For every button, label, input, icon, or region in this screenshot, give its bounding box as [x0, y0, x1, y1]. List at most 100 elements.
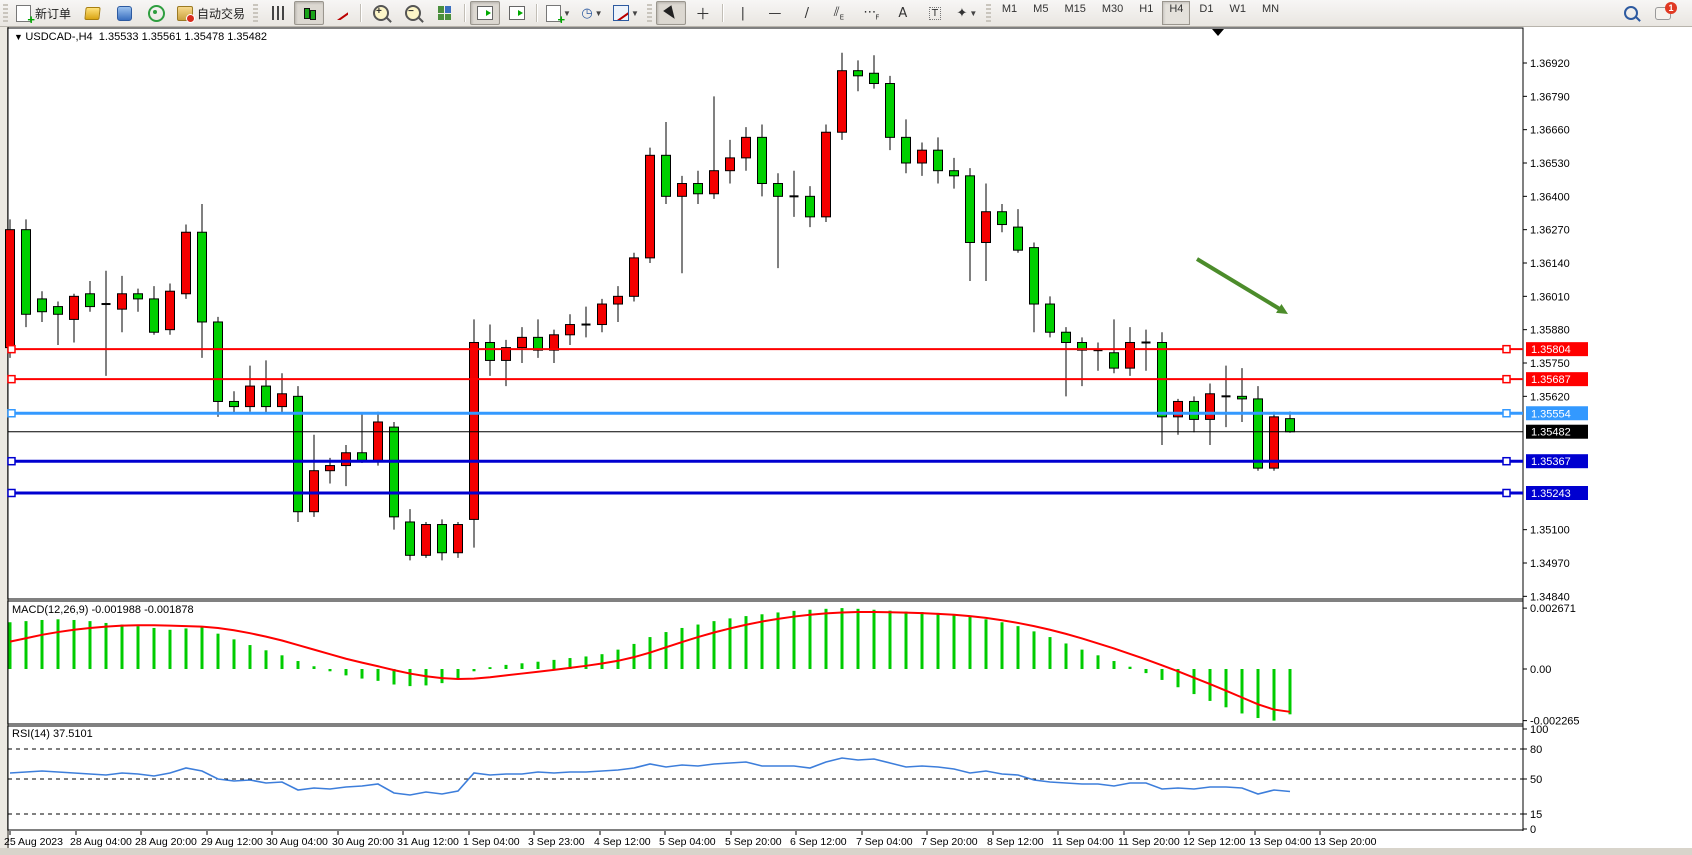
- macd-signal-line: [9, 611, 1291, 713]
- line-handle[interactable]: [7, 456, 16, 466]
- text-icon: A: [898, 5, 908, 21]
- candle: [549, 334, 559, 351]
- price-label-text: 1.35243: [1531, 488, 1571, 500]
- candle: [1205, 393, 1215, 420]
- chart-window[interactable]: 1.36920 1.36790 1.36660 1.36530 1.36400 1.362…: [0, 27, 1692, 848]
- line-chart-button[interactable]: [326, 1, 356, 25]
- line-handle[interactable]: [1502, 374, 1511, 384]
- candle: [917, 149, 927, 164]
- indicators-button[interactable]: ▼: [542, 1, 575, 27]
- fibonacci-icon: ⋯F: [863, 4, 879, 22]
- text-label-button[interactable]: T: [920, 1, 950, 25]
- candle: [165, 290, 175, 331]
- auto-scroll-button[interactable]: [470, 1, 501, 25]
- candle: [357, 452, 367, 461]
- new-order-button[interactable]: 新订单: [12, 1, 75, 27]
- template-icon: [612, 5, 629, 21]
- fibonacci-button[interactable]: ⋯F: [856, 1, 886, 25]
- time-tick-label: 13 Sep 20:00: [1314, 836, 1377, 848]
- tab-timeframe-M15[interactable]: M15: [1064, 3, 1086, 15]
- metaeditor-button[interactable]: [77, 1, 107, 25]
- candle: [805, 195, 815, 218]
- rsi-tick-label: 15: [1530, 809, 1542, 821]
- horizontal-line-button[interactable]: —: [760, 1, 790, 25]
- line-handle[interactable]: [1502, 344, 1511, 354]
- candle: [613, 295, 623, 305]
- toolbar-drag-handle[interactable]: [985, 4, 991, 22]
- chart-shift-button[interactable]: [502, 1, 532, 25]
- cursor-button[interactable]: [655, 1, 686, 25]
- candle: [421, 524, 431, 556]
- candle: [5, 229, 15, 349]
- tab-timeframe-H4[interactable]: H4: [1162, 1, 1191, 25]
- timeframe-bar: M1 M5 M15 M30 H1 H4 D1 W1 MN: [994, 1, 1287, 25]
- tab-timeframe-M5[interactable]: M5: [1033, 3, 1049, 15]
- auto-trading-button[interactable]: 自动交易: [173, 1, 249, 25]
- line-handle[interactable]: [7, 409, 16, 418]
- candle: [213, 321, 223, 402]
- tab-timeframe-MN[interactable]: MN: [1261, 3, 1280, 15]
- line-handle[interactable]: [7, 374, 16, 384]
- line-handle[interactable]: [7, 488, 16, 498]
- chart-shift-marker[interactable]: [1212, 29, 1224, 36]
- channel-icon: ⫽E: [833, 4, 844, 22]
- chart-canvas[interactable]: 1.36920 1.36790 1.36660 1.36530 1.36400 1.362…: [0, 27, 1692, 848]
- time-tick-label: 31 Aug 12:00: [397, 836, 459, 848]
- toolbar-drag-handle[interactable]: [646, 4, 652, 22]
- candle: [469, 341, 479, 520]
- auto-trading-label: 自动交易: [197, 6, 246, 21]
- candle: [1125, 341, 1135, 369]
- notification-badge: 1: [1665, 1, 1677, 14]
- editor-icon: [83, 6, 101, 20]
- rsi-tick-label: 0: [1530, 824, 1536, 836]
- macd-tick-label: 0.002671: [1530, 603, 1576, 615]
- time-tick-label: 7 Sep 20:00: [921, 836, 978, 848]
- candlestick-chart-button[interactable]: [294, 1, 325, 25]
- bar-chart-icon: [270, 6, 285, 20]
- zoom-in-button[interactable]: +: [366, 1, 396, 25]
- tab-timeframe-D1[interactable]: D1: [1199, 3, 1214, 15]
- hline-icon: —: [768, 5, 782, 21]
- strategy-tester-button[interactable]: [141, 1, 171, 25]
- tab-timeframe-M1[interactable]: M1: [1001, 3, 1018, 15]
- tab-timeframe-M30[interactable]: M30: [1101, 3, 1124, 15]
- candle: [309, 470, 319, 513]
- candle: [1045, 303, 1055, 333]
- arrow-annotation-shaft[interactable]: [1195, 257, 1284, 313]
- periods-button[interactable]: ◷ ▼: [581, 5, 603, 21]
- candle: [773, 183, 783, 197]
- toolbar-drag-handle[interactable]: [3, 4, 8, 22]
- search-icon: [1624, 6, 1638, 20]
- line-handle[interactable]: [1502, 409, 1511, 418]
- title-dropdown-icon[interactable]: ▼: [14, 32, 26, 42]
- line-handle[interactable]: [1502, 488, 1511, 498]
- text-button[interactable]: A: [888, 1, 918, 25]
- zoom-out-icon: −: [405, 5, 422, 21]
- arrows-button[interactable]: ✦ ▼: [956, 5, 978, 21]
- arrow-annotation-head[interactable]: [1276, 303, 1288, 314]
- price-tick-label: 1.35100: [1530, 525, 1570, 537]
- new-order-label: 新订单: [35, 6, 72, 21]
- tile-windows-button[interactable]: [430, 1, 460, 25]
- tab-timeframe-W1[interactable]: W1: [1229, 3, 1246, 15]
- tab-timeframe-H1[interactable]: H1: [1139, 3, 1154, 15]
- terminal-button[interactable]: [109, 1, 139, 25]
- time-tick-label: 12 Sep 12:00: [1183, 836, 1246, 848]
- comments-button[interactable]: 1: [1648, 1, 1678, 25]
- crosshair-button[interactable]: ＋: [688, 1, 718, 25]
- zoom-out-button[interactable]: −: [398, 1, 428, 25]
- templates-button[interactable]: ▼: [609, 1, 643, 25]
- toolbar-drag-handle[interactable]: [253, 4, 259, 22]
- line-handle[interactable]: [1502, 456, 1511, 466]
- channel-button[interactable]: ⫽E: [824, 1, 854, 25]
- trendline-button[interactable]: /: [792, 1, 822, 25]
- bar-chart-button[interactable]: [262, 1, 292, 25]
- line-handle[interactable]: [7, 344, 16, 354]
- candle: [21, 229, 31, 315]
- vertical-line-button[interactable]: |: [728, 1, 758, 25]
- candle: [677, 183, 687, 197]
- terminal-icon: [116, 5, 132, 21]
- candle: [229, 400, 239, 408]
- search-button[interactable]: [1616, 1, 1646, 25]
- autotrading-icon: [177, 5, 196, 23]
